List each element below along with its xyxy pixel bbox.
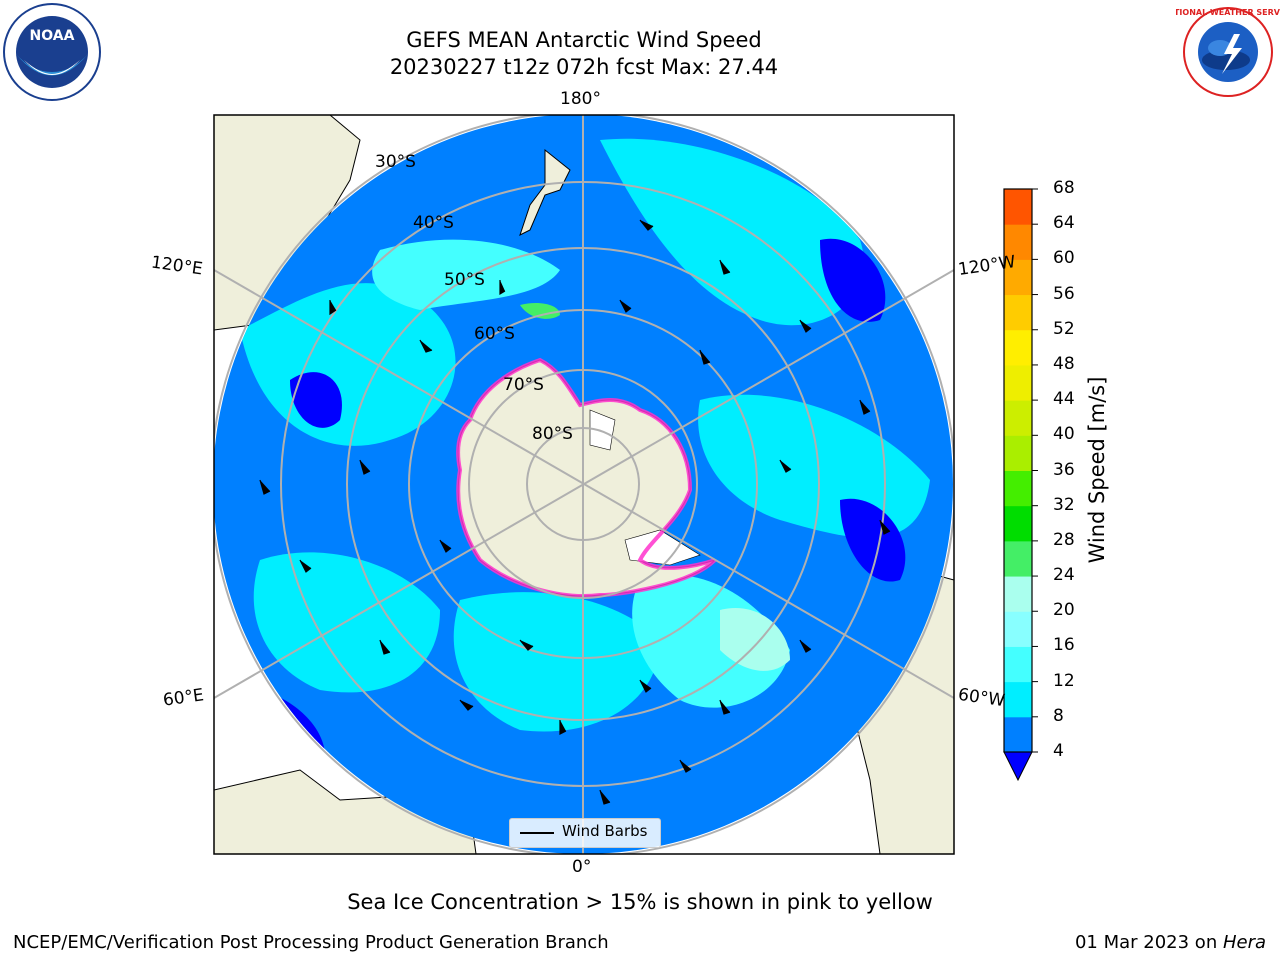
nws-logo: NATIONAL WEATHER SERVICE	[1176, 7, 1280, 97]
legend-line-swatch	[520, 832, 554, 834]
ice-shelf	[589, 409, 616, 451]
colorbar-bin	[1004, 294, 1032, 331]
lat-label: 80°S	[532, 424, 573, 444]
colorbar-tick-label: 16	[1053, 635, 1075, 656]
colorbar-tick-label: 52	[1053, 318, 1075, 339]
colorbar-tick-label: 32	[1053, 494, 1075, 515]
noaa-logo: NOAA	[3, 3, 101, 101]
colorbar-bin	[1004, 611, 1032, 647]
map-subtitle: 20230227 t12z 072h fcst Max: 27.44	[389, 55, 779, 79]
colorbar-tick-label: 64	[1053, 213, 1075, 234]
sea-ice-edge	[456, 357, 717, 598]
colorbar-tick-label: 44	[1053, 389, 1075, 410]
colorbar-tick-label: 68	[1053, 178, 1075, 198]
colorbar-bin	[1004, 681, 1032, 718]
colorbar-bin	[1004, 505, 1032, 542]
colorbar-bin	[1004, 435, 1032, 471]
lon-label-180: 180°	[560, 89, 601, 109]
lon-label-0: 0°	[572, 857, 592, 877]
colorbar-tick-label: 24	[1053, 565, 1075, 586]
lat-label: 60°S	[474, 324, 515, 344]
map-legend: Wind Barbs	[509, 818, 661, 848]
colorbar	[1003, 188, 1038, 782]
graticule	[214, 115, 954, 854]
legend-label: Wind Barbs	[562, 822, 648, 840]
colorbar-tick-label: 56	[1053, 283, 1075, 304]
colorbar-bin	[1004, 259, 1032, 296]
colorbar-bin	[1004, 576, 1032, 612]
colorbar-tick-label: 4	[1053, 741, 1064, 761]
svg-text:NOAA: NOAA	[30, 28, 75, 44]
colorbar-bin	[1004, 470, 1032, 507]
colorbar-tick-label: 28	[1053, 529, 1075, 550]
colorbar-title: Wind Speed [m/s]	[1085, 376, 1109, 564]
colorbar-tick-label: 8	[1053, 705, 1064, 726]
colorbar-bin	[1004, 329, 1032, 366]
colorbar-tick-label: 48	[1053, 353, 1075, 374]
map-title: GEFS MEAN Antarctic Wind Speed	[406, 28, 762, 52]
lat-label: 50°S	[444, 270, 485, 290]
footer-date: 01 Mar 2023 on Hera	[1075, 932, 1266, 953]
map-frame	[213, 114, 955, 855]
colorbar-tick-label: 60	[1053, 248, 1075, 269]
colorbar-bin	[1004, 716, 1032, 753]
colorbar-tick-label: 36	[1053, 459, 1075, 480]
colorbar-bin	[1004, 540, 1032, 577]
svg-text:NATIONAL WEATHER SERVICE: NATIONAL WEATHER SERVICE	[1176, 8, 1280, 17]
new-zealand-land	[519, 148, 571, 236]
lat-label: 40°S	[413, 213, 454, 233]
sea-ice-note: Sea Ice Concentration > 15% is shown in …	[347, 890, 933, 914]
lat-label: 70°S	[503, 375, 544, 395]
footer-credit: NCEP/EMC/Verification Post Processing Pr…	[13, 932, 609, 953]
footer-date-text: 01 Mar 2023 on	[1074, 932, 1223, 953]
colorbar-tick-label: 12	[1053, 670, 1075, 691]
colorbar-bin	[1004, 400, 1032, 436]
footer-machine: Hera	[1222, 932, 1266, 953]
colorbar-bin	[1004, 364, 1032, 401]
wind-barbs	[259, 219, 891, 805]
colorbar-extend-triangle	[1003, 751, 1033, 782]
colorbar-tick-label: 20	[1053, 600, 1075, 621]
colorbar-bin	[1004, 189, 1032, 225]
colorbar-tick-label: 40	[1053, 424, 1075, 445]
colorbar-bin	[1004, 224, 1032, 260]
lat-label: 30°S	[375, 152, 416, 172]
colorbar-bin	[1004, 646, 1032, 683]
